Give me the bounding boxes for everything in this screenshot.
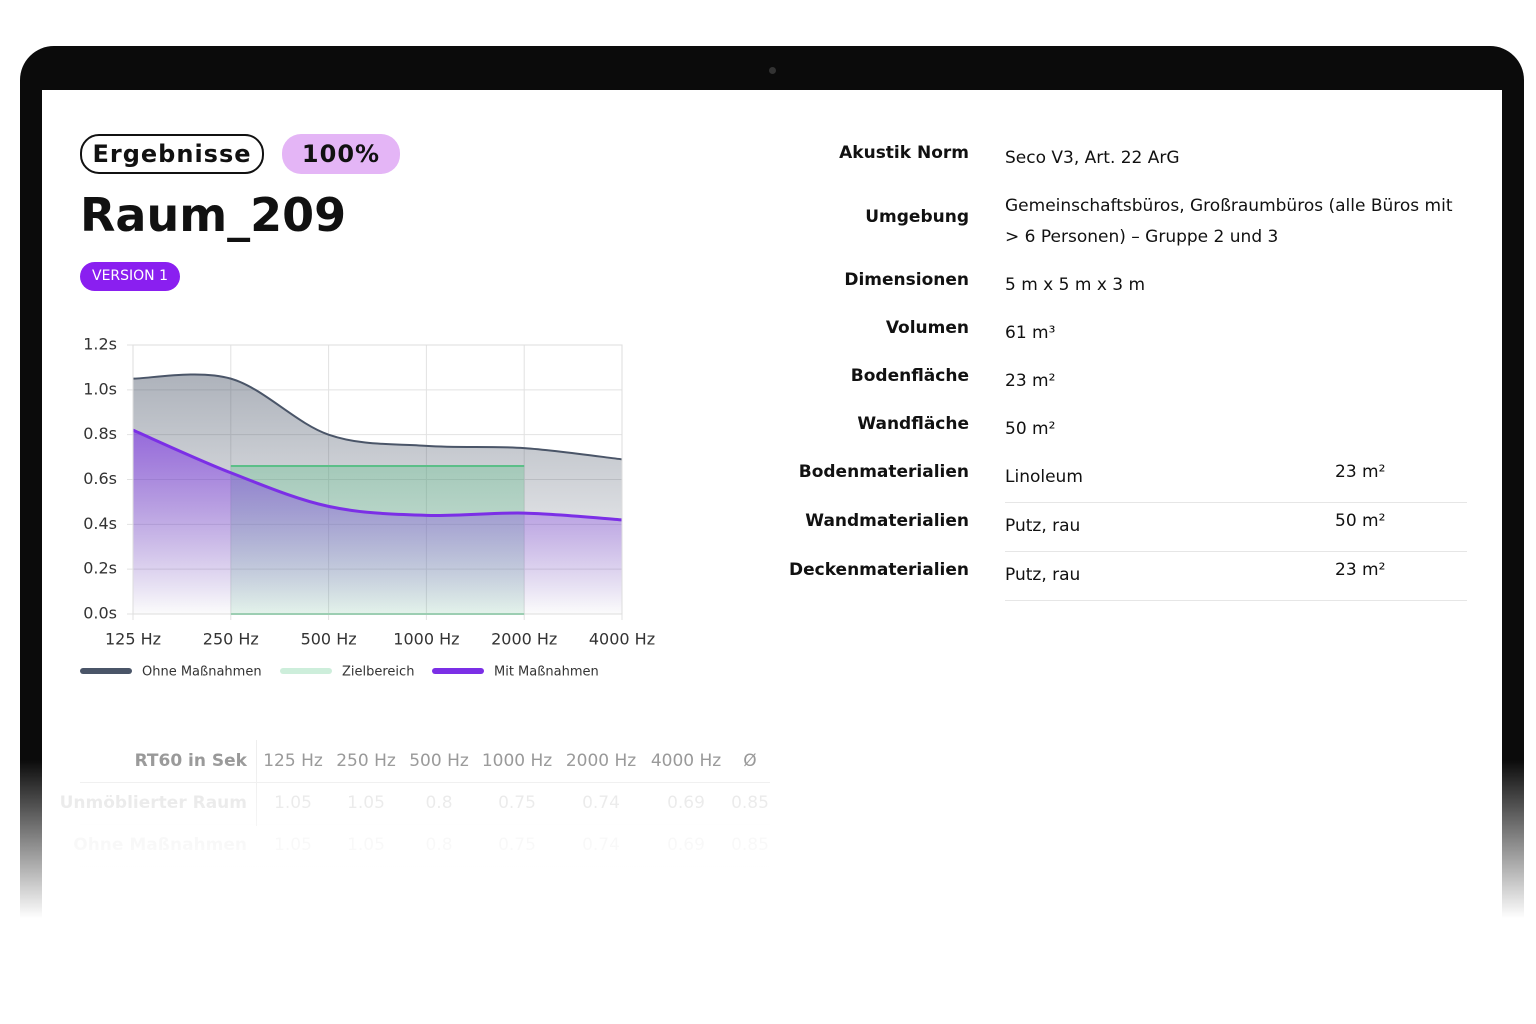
- detail-label: Dimensionen: [844, 270, 969, 290]
- line: [132, 428, 623, 522]
- detail-value: Putz, rau: [1005, 565, 1081, 585]
- y-tick-label: 1.0s: [83, 379, 117, 398]
- detail-divider: [1005, 600, 1467, 601]
- detail-label: Volumen: [885, 318, 969, 338]
- legend-label: Ohne Maßnahmen: [142, 665, 262, 680]
- detail-value: 23 m²: [1005, 371, 1056, 391]
- legend-swatch: [80, 668, 132, 674]
- x-tick-label: 500 Hz: [301, 630, 357, 649]
- line: [132, 373, 623, 461]
- room-title: Raum_209: [80, 188, 347, 242]
- detail-value: 50 m²: [1005, 419, 1056, 439]
- y-tick-label: 0.0s: [83, 604, 117, 623]
- chart: 0.0s 0.2s 0.4s 0.6s 0.8s 1.0s 1.2s 125 Hz 250 Hz…: [80, 335, 655, 680]
- detail-area: 50 m²: [1335, 511, 1386, 531]
- area-fill: [133, 430, 622, 614]
- legend-swatch: [432, 668, 484, 674]
- x-tick-label: 2000 Hz: [491, 630, 557, 649]
- detail-divider: [1005, 502, 1467, 503]
- detail-value: 61 m³: [1005, 323, 1056, 343]
- x-tick-label: 125 Hz: [105, 630, 161, 649]
- detail-label: Bodenfläche: [850, 366, 969, 386]
- x-tick-label: 1000 Hz: [393, 630, 459, 649]
- x-tick-label: 250 Hz: [203, 630, 259, 649]
- detail-area: 23 m²: [1335, 560, 1386, 580]
- detail-label: Akustik Norm: [839, 143, 969, 163]
- detail-label: Umgebung: [865, 207, 969, 227]
- section-badge: Ergebnisse: [80, 134, 264, 174]
- legend-label: Mit Maßnahmen: [494, 665, 599, 680]
- detail-label: Wandfläche: [857, 414, 969, 434]
- legend-item: Zielbereich: [280, 665, 414, 680]
- detail-area: 23 m²: [1335, 462, 1386, 482]
- y-tick-label: 1.2s: [83, 335, 117, 354]
- detail-divider: [1005, 551, 1467, 552]
- plot-border: [132, 344, 623, 615]
- y-tick-label: 0.2s: [83, 559, 117, 578]
- detail-label: Wandmaterialien: [805, 511, 969, 531]
- y-tick-label: 0.8s: [83, 424, 117, 443]
- y-tick-label: 0.6s: [83, 469, 117, 488]
- detail-label: Bodenmaterialien: [798, 462, 969, 482]
- detail-value: Gemeinschaftsbüros, Großraumbüros (alle …: [1005, 196, 1453, 247]
- detail-value: Linoleum: [1005, 467, 1083, 487]
- detail-value: Seco V3, Art. 22 ArG: [1005, 148, 1180, 168]
- version-badge[interactable]: VERSION 1: [80, 262, 181, 291]
- legend-item: Ohne Maßnahmen: [80, 665, 262, 680]
- x-tick-label: 4000 Hz: [589, 630, 655, 649]
- progress-badge: 100%: [282, 134, 400, 174]
- y-tick-label: 0.4s: [83, 514, 117, 533]
- legend-swatch: [280, 668, 332, 674]
- detail-label: Deckenmaterialien: [788, 560, 969, 580]
- legend-item: Mit Maßnahmen: [432, 665, 599, 680]
- legend-label: Zielbereich: [342, 665, 414, 680]
- detail-value: 5 m x 5 m x 3 m: [1005, 275, 1146, 295]
- camera: [769, 67, 776, 74]
- bottom-fade: [0, 760, 1536, 1024]
- detail-value: Putz, rau: [1005, 516, 1081, 536]
